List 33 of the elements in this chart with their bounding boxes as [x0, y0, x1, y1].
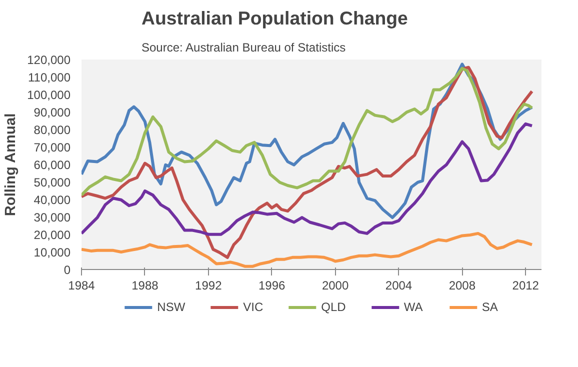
- y-tick-label: 30,000: [34, 210, 71, 224]
- x-tick-label: 1988: [132, 278, 159, 292]
- legend-label: QLD: [321, 300, 346, 314]
- y-tick-label: 100,000: [27, 88, 71, 102]
- x-tick-label: 2012: [512, 278, 540, 292]
- y-tick-label: 60,000: [34, 158, 71, 172]
- x-tick-label: 2000: [322, 278, 349, 292]
- y-tick-label: 40,000: [34, 193, 71, 207]
- legend-label: WA: [404, 300, 424, 314]
- x-tick-label: 1996: [258, 278, 286, 292]
- y-tick-label: 20,000: [34, 228, 71, 242]
- y-tick-label: 0: [64, 263, 71, 277]
- x-tick-label: 2004: [385, 278, 412, 292]
- x-tick-label: 1984: [68, 278, 96, 292]
- y-tick-label: 10,000: [34, 246, 71, 260]
- y-tick-label: 80,000: [34, 123, 71, 137]
- y-axis-title: Rolling Annual: [3, 113, 20, 216]
- legend-label: SA: [482, 300, 499, 314]
- x-tick-label: 2008: [448, 278, 476, 292]
- line-series: [82, 122, 534, 236]
- legend-label: VIC: [243, 300, 264, 314]
- line-series: [82, 232, 534, 268]
- y-tick-label: 70,000: [34, 140, 71, 154]
- y-tick-label: 120,000: [27, 53, 71, 67]
- y-tick-label: 90,000: [34, 106, 71, 120]
- y-tick-label: 110,000: [28, 70, 71, 84]
- x-tick-label: 1992: [195, 278, 222, 292]
- line-series: [82, 66, 534, 197]
- chart-title: Australian Population Change: [142, 8, 408, 28]
- legend-label: NSW: [157, 300, 186, 314]
- y-tick-label: 50,000: [34, 176, 71, 190]
- line-series: [82, 66, 534, 259]
- source-note: Source: Australian Bureau of Statistics: [142, 40, 346, 54]
